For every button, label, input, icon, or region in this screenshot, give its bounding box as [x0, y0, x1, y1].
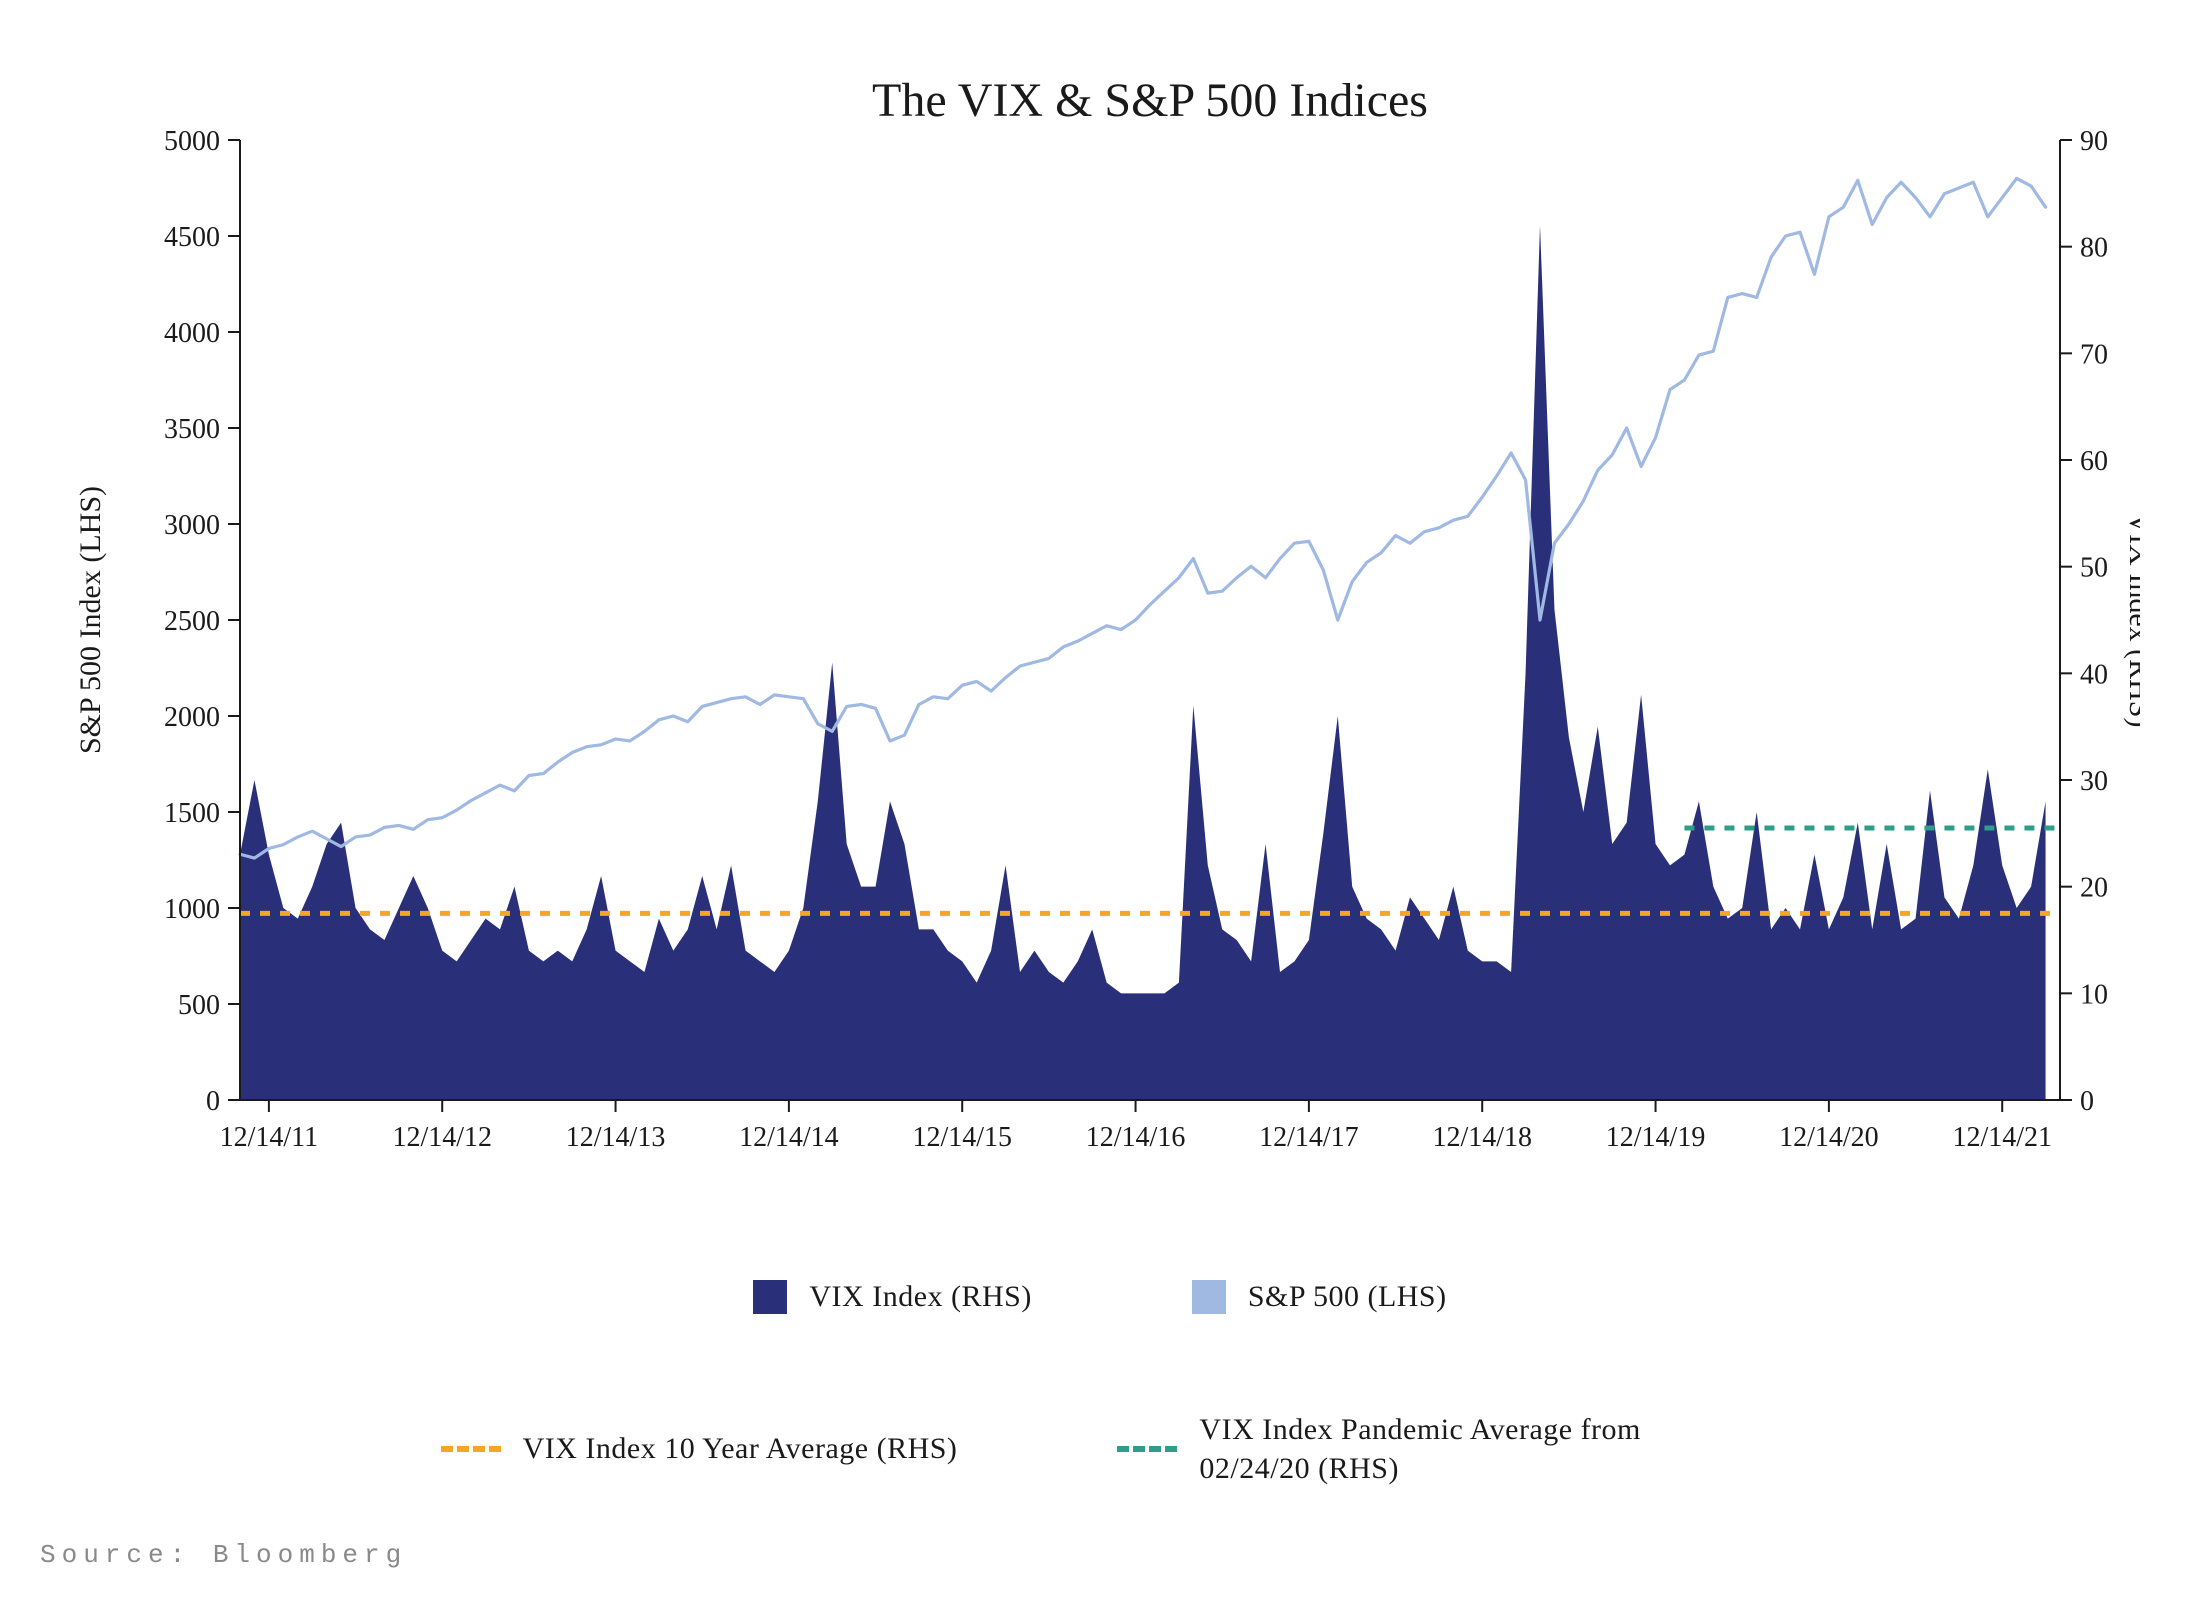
y-right-tick: 0	[2080, 1086, 2094, 1117]
legend-label: VIX Index 10 Year Average (RHS)	[523, 1432, 958, 1466]
x-tick: 12/14/19	[1606, 1122, 1706, 1153]
x-tick: 12/14/16	[1086, 1122, 1186, 1153]
x-tick: 12/14/12	[392, 1122, 492, 1153]
x-tick: 12/14/17	[1259, 1122, 1359, 1153]
y-left-tick: 3500	[164, 414, 220, 445]
y-right-tick: 80	[2080, 233, 2108, 264]
y-right-tick: 10	[2080, 979, 2108, 1010]
legend-label: VIX Index (RHS)	[809, 1280, 1031, 1314]
chart-wrap: The VIX & S&P 500 Indices050010001500200…	[60, 60, 2140, 1200]
y-left-tick: 500	[178, 990, 220, 1021]
sp500-line	[240, 178, 2046, 858]
legend-row-2: VIX Index 10 Year Average (RHS) VIX Inde…	[60, 1410, 2140, 1488]
y-left-tick: 1000	[164, 894, 220, 925]
legend-item-vix: VIX Index (RHS)	[753, 1280, 1031, 1314]
legend-row-1: VIX Index (RHS) S&P 500 (LHS)	[60, 1280, 2140, 1314]
x-tick: 12/14/21	[1952, 1122, 2052, 1153]
y-left-label: S&P 500 Index (LHS)	[74, 486, 107, 754]
x-tick: 12/14/13	[566, 1122, 666, 1153]
y-left-tick: 2500	[164, 606, 220, 637]
legend-item-10yr: VIX Index 10 Year Average (RHS)	[441, 1410, 958, 1488]
y-right-tick: 70	[2080, 339, 2108, 370]
x-tick: 12/14/20	[1779, 1122, 1879, 1153]
y-left-tick: 3000	[164, 510, 220, 541]
y-left-tick: 5000	[164, 126, 220, 157]
y-right-label: VIX Index (RHS)	[2123, 513, 2140, 728]
vix-area	[240, 225, 2046, 1100]
legend-label: VIX Index Pandemic Average from 02/24/20…	[1199, 1410, 1759, 1488]
x-tick: 12/14/18	[1432, 1122, 1532, 1153]
y-right-tick: 30	[2080, 766, 2108, 797]
y-left-tick: 0	[206, 1086, 220, 1117]
chart-title: The VIX & S&P 500 Indices	[872, 74, 1428, 127]
legend-swatch-sp500	[1192, 1280, 1226, 1314]
x-tick: 12/14/15	[912, 1122, 1012, 1153]
legend-label: S&P 500 (LHS)	[1248, 1280, 1447, 1314]
legend-item-pandemic: VIX Index Pandemic Average from 02/24/20…	[1117, 1410, 1759, 1488]
y-right-tick: 60	[2080, 446, 2108, 477]
y-right-tick: 50	[2080, 553, 2108, 584]
y-right-tick: 90	[2080, 126, 2108, 157]
y-left-tick: 2000	[164, 702, 220, 733]
legend-swatch-vix	[753, 1280, 787, 1314]
chart-svg: The VIX & S&P 500 Indices050010001500200…	[60, 60, 2140, 1200]
source-text: Source: Bloomberg	[40, 1540, 407, 1570]
y-left-tick: 4000	[164, 318, 220, 349]
legend-dash-pandemic	[1117, 1446, 1177, 1452]
y-right-tick: 40	[2080, 659, 2108, 690]
x-tick: 12/14/14	[739, 1122, 839, 1153]
legend-item-sp500: S&P 500 (LHS)	[1192, 1280, 1447, 1314]
x-tick: 12/14/11	[220, 1122, 319, 1153]
y-left-tick: 1500	[164, 798, 220, 829]
legend-dash-10yr	[441, 1446, 501, 1452]
y-left-tick: 4500	[164, 222, 220, 253]
y-right-tick: 20	[2080, 873, 2108, 904]
